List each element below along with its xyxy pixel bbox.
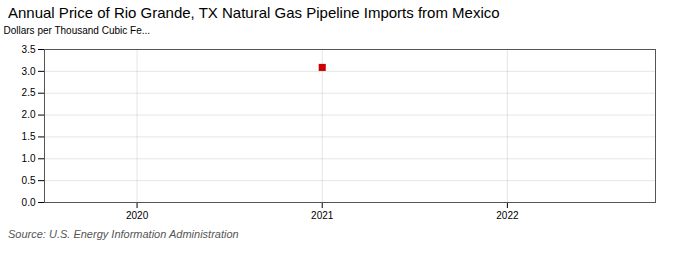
svg-text:2.5: 2.5 [22, 87, 36, 98]
svg-text:3.0: 3.0 [22, 65, 36, 76]
html-text:Source: U.S. Energy Informatio: Source: U.S. Energy Information Administ… [8, 227, 239, 240]
svg-text:2020: 2020 [126, 209, 149, 220]
html-text:Annual Price of Rio Grande, TX: Annual Price of Rio Grande, TX Natural G… [8, 4, 500, 21]
svg-text:1.5: 1.5 [22, 131, 36, 142]
svg-text:2.0: 2.0 [22, 109, 36, 120]
svg-text:0.0: 0.0 [22, 196, 36, 207]
svg-text:2022: 2022 [496, 209, 519, 220]
svg-text:2021: 2021 [311, 209, 334, 220]
svg-text:3.5: 3.5 [22, 43, 36, 54]
svg-text:Dollars per Thousand Cubic Fe.: Dollars per Thousand Cubic Fe... [4, 24, 151, 35]
svg-text:0.5: 0.5 [22, 175, 36, 186]
svg-text:1.0: 1.0 [22, 153, 36, 164]
